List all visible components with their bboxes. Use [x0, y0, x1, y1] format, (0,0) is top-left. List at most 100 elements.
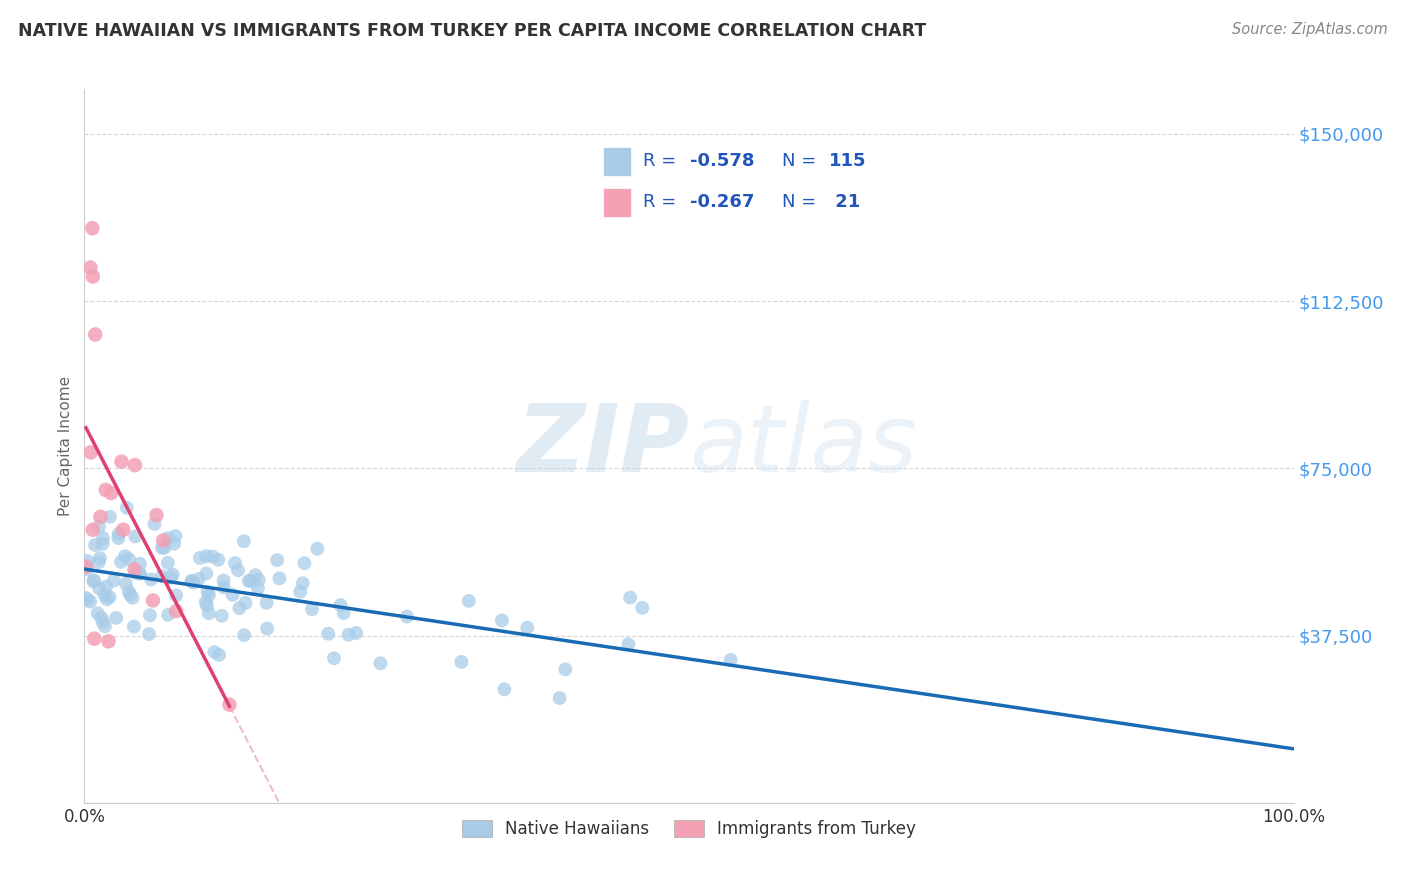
- Text: N =: N =: [782, 194, 823, 211]
- Point: [89, 509, 111, 524]
- Point: [145, 508, 167, 522]
- Point: [124, 529, 146, 543]
- Point: [337, 628, 360, 642]
- Point: [98, 509, 121, 524]
- Point: [84, 538, 107, 552]
- Point: [245, 568, 267, 582]
- Point: [98, 590, 121, 604]
- Point: [197, 584, 219, 599]
- Bar: [603, 147, 631, 176]
- Point: [290, 584, 312, 599]
- Point: [195, 599, 218, 613]
- Point: [233, 628, 256, 642]
- Point: [90, 610, 112, 624]
- Point: [97, 634, 120, 648]
- Text: R =: R =: [643, 153, 682, 170]
- Point: [89, 582, 111, 596]
- Point: [128, 557, 150, 571]
- Point: [124, 566, 146, 580]
- Point: [201, 549, 224, 564]
- Point: [554, 662, 576, 676]
- Point: [118, 552, 141, 566]
- Point: [138, 627, 160, 641]
- Point: [82, 221, 104, 235]
- Point: [91, 537, 114, 551]
- Point: [344, 626, 367, 640]
- Point: [89, 551, 111, 566]
- Point: [332, 606, 354, 620]
- Point: [269, 571, 291, 585]
- Point: [208, 648, 231, 662]
- Point: [165, 588, 187, 602]
- Point: [224, 556, 246, 570]
- Point: [198, 606, 221, 620]
- Point: [195, 566, 218, 581]
- Point: [122, 619, 145, 633]
- Point: [118, 588, 141, 602]
- Point: [128, 566, 150, 581]
- Point: [291, 576, 314, 591]
- Point: [83, 632, 105, 646]
- Point: [110, 455, 132, 469]
- Point: [87, 555, 110, 569]
- Text: atlas: atlas: [689, 401, 917, 491]
- Point: [112, 523, 135, 537]
- Text: Source: ZipAtlas.com: Source: ZipAtlas.com: [1232, 22, 1388, 37]
- Point: [150, 569, 173, 583]
- Legend: Native Hawaiians, Immigrants from Turkey: Native Hawaiians, Immigrants from Turkey: [456, 813, 922, 845]
- Point: [82, 269, 104, 284]
- Point: [156, 531, 179, 545]
- Text: -0.578: -0.578: [689, 153, 754, 170]
- Point: [118, 584, 141, 599]
- Point: [75, 591, 97, 605]
- Point: [450, 655, 472, 669]
- Point: [212, 581, 235, 595]
- Point: [142, 593, 165, 607]
- Point: [494, 682, 516, 697]
- Point: [720, 653, 742, 667]
- Point: [93, 588, 115, 602]
- Point: [91, 531, 114, 545]
- Point: [617, 637, 640, 651]
- Point: [195, 549, 218, 564]
- Point: [228, 601, 250, 615]
- Point: [235, 596, 257, 610]
- Y-axis label: Per Capita Income: Per Capita Income: [58, 376, 73, 516]
- Point: [105, 611, 128, 625]
- Point: [301, 602, 323, 616]
- Point: [100, 486, 122, 500]
- Point: [91, 615, 114, 629]
- Point: [110, 555, 132, 569]
- Point: [107, 526, 129, 541]
- Point: [198, 588, 221, 602]
- Text: NATIVE HAWAIIAN VS IMMIGRANTS FROM TURKEY PER CAPITA INCOME CORRELATION CHART: NATIVE HAWAIIAN VS IMMIGRANTS FROM TURKE…: [18, 22, 927, 40]
- Point: [124, 562, 146, 576]
- Point: [631, 600, 654, 615]
- Point: [165, 604, 187, 618]
- Point: [212, 574, 235, 588]
- Point: [207, 552, 229, 566]
- Point: [187, 572, 209, 586]
- Point: [619, 591, 641, 605]
- Point: [103, 574, 125, 588]
- Point: [76, 554, 98, 568]
- Point: [94, 580, 117, 594]
- Point: [246, 582, 269, 596]
- Point: [79, 260, 101, 275]
- Point: [84, 327, 107, 342]
- Point: [129, 566, 152, 581]
- Point: [266, 553, 288, 567]
- Point: [457, 594, 479, 608]
- Point: [86, 606, 108, 620]
- Point: [232, 534, 254, 549]
- Point: [83, 574, 105, 588]
- Point: [153, 541, 176, 555]
- Text: 21: 21: [828, 194, 860, 211]
- Point: [548, 691, 571, 706]
- Point: [75, 559, 97, 574]
- Point: [516, 621, 538, 635]
- Point: [152, 533, 174, 548]
- Point: [139, 573, 162, 587]
- Point: [114, 549, 136, 563]
- Point: [82, 523, 104, 537]
